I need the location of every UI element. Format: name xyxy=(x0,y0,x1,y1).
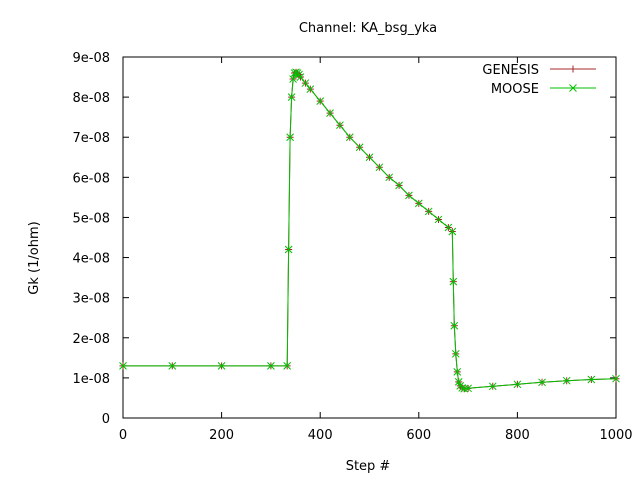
y-tick-label: 8e-08 xyxy=(72,91,110,106)
x-tick-label: 200 xyxy=(209,428,234,443)
data-point-moose xyxy=(449,277,458,286)
data-point-moose xyxy=(296,73,305,81)
data-point-moose xyxy=(385,173,394,182)
data-point-moose xyxy=(119,362,127,370)
y-tick-label: 3e-08 xyxy=(72,292,110,307)
series-genesis xyxy=(119,68,620,393)
data-point-moose xyxy=(424,207,433,216)
data-point-moose xyxy=(513,380,522,389)
data-point-moose xyxy=(612,374,620,383)
data-point-moose xyxy=(287,93,296,101)
data-point-moose xyxy=(453,368,462,376)
data-point-moose xyxy=(375,163,384,172)
data-point-moose xyxy=(267,362,275,370)
chart-title: Channel: KA_bsg_yka xyxy=(299,21,437,36)
series-moose xyxy=(119,68,620,393)
data-point-moose xyxy=(301,79,310,87)
data-point-moose xyxy=(365,153,374,162)
series-layer xyxy=(119,68,620,393)
series-line-moose xyxy=(123,71,617,390)
y-tick-label: 5e-08 xyxy=(72,211,110,226)
x-tick-label: 400 xyxy=(308,428,333,443)
x-tick-label: 1000 xyxy=(599,428,632,443)
data-point-moose xyxy=(451,349,460,358)
data-point-moose xyxy=(168,362,177,370)
data-point-moose xyxy=(295,70,303,79)
data-point-moose xyxy=(454,378,463,386)
data-point-moose xyxy=(434,215,443,224)
data-point-moose xyxy=(458,384,467,392)
data-point-moose xyxy=(345,133,354,142)
data-point-moose xyxy=(283,362,292,370)
data-point-moose xyxy=(450,321,459,330)
data-point-moose xyxy=(316,97,325,105)
legend-label-genesis: GENESIS xyxy=(482,63,539,78)
y-tick-label: 1e-08 xyxy=(72,372,110,387)
data-point-moose xyxy=(448,227,457,236)
legend-marker-moose xyxy=(569,84,577,92)
data-point-moose xyxy=(464,384,472,393)
data-point-moose xyxy=(284,245,293,254)
data-point-moose xyxy=(395,181,403,190)
data-point-moose xyxy=(306,85,315,93)
legend-marker-genesis xyxy=(569,65,577,73)
data-point-moose xyxy=(217,362,226,370)
data-point-moose xyxy=(286,133,294,142)
legend: GENESIS MOOSE xyxy=(482,63,596,97)
data-point-moose xyxy=(587,375,596,384)
data-point-moose xyxy=(562,376,571,385)
data-point-moose xyxy=(289,75,297,83)
data-point-moose xyxy=(405,191,413,200)
data-point-moose xyxy=(326,109,334,118)
y-tick-label: 7e-08 xyxy=(72,131,110,146)
legend-label-moose: MOOSE xyxy=(491,82,539,97)
data-point-moose xyxy=(355,143,364,152)
plot-area-frame xyxy=(122,56,617,419)
data-point-moose xyxy=(336,121,344,130)
x-axis-label: Step # xyxy=(346,459,391,474)
data-point-moose xyxy=(414,199,423,208)
x-tick-label: 600 xyxy=(406,428,431,443)
y-axis-label: Gk (1/ohm) xyxy=(27,221,42,294)
y-tick-label: 0 xyxy=(102,412,110,427)
axes: 0 200 400 600 800 1000 0 1e-08 2e-08 3e-08 4e-08 5e… xyxy=(72,51,632,443)
y-tick-label: 6e-08 xyxy=(72,171,110,186)
x-tick-label: 0 xyxy=(119,428,127,443)
y-tick-label: 9e-08 xyxy=(72,51,110,66)
data-point-moose xyxy=(488,382,497,391)
data-point-moose xyxy=(538,378,546,387)
x-tick-label: 800 xyxy=(505,428,530,443)
y-tick-label: 2e-08 xyxy=(72,332,110,347)
series-line-genesis xyxy=(123,71,617,390)
y-tick-label: 4e-08 xyxy=(72,252,110,267)
